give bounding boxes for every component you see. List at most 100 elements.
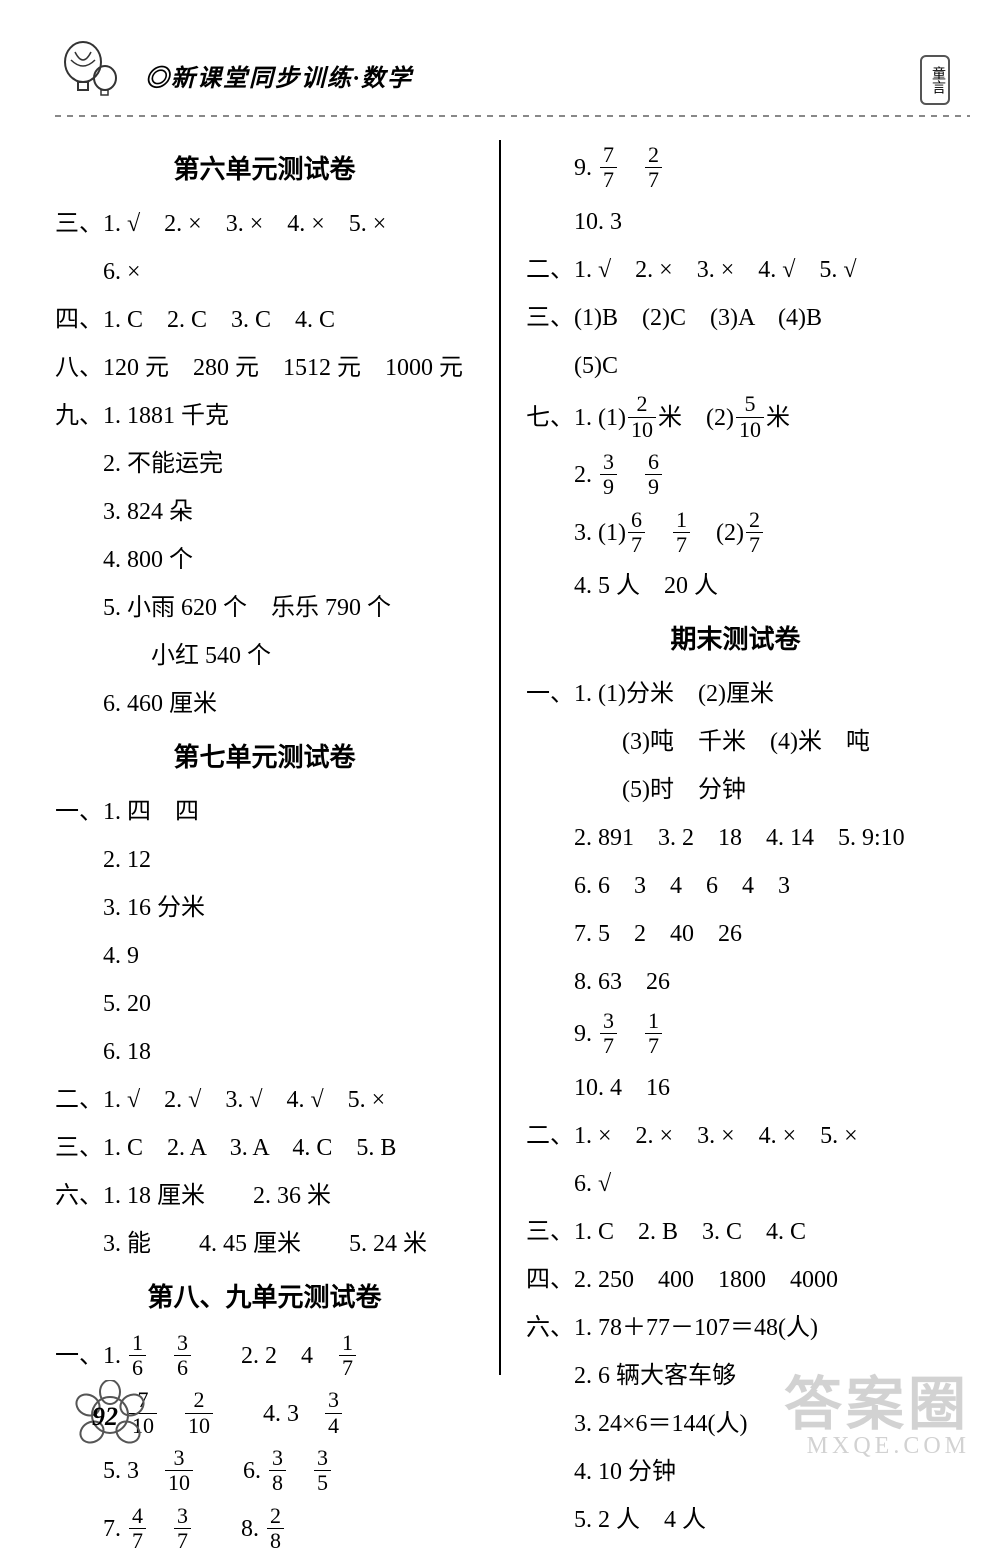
text-line: 三、(1)B (2)C (3)A (4)B	[526, 294, 945, 342]
t: 5. 3	[103, 1458, 163, 1484]
page-header: ◎新课堂同步训练·数学 童言	[55, 50, 970, 120]
t: 米 (2)	[658, 405, 734, 431]
t	[148, 1516, 172, 1542]
text-line: 6. √	[526, 1160, 945, 1208]
t	[148, 1343, 172, 1369]
fraction: 77	[600, 143, 617, 192]
text-line: 10. 3	[526, 198, 945, 246]
left-column: 第六单元测试卷 三、1. √ 2. × 3. × 4. × 5. × 6. × …	[55, 140, 494, 1375]
fraction: 36	[174, 1331, 191, 1380]
t: 6.	[195, 1458, 267, 1484]
fraction: 17	[673, 508, 690, 557]
t: 米	[766, 405, 790, 431]
text-line: 10. 4 16	[526, 1064, 945, 1112]
fraction: 510	[736, 392, 764, 441]
text-line: 八、120 元 280 元 1512 元 1000 元	[55, 344, 474, 392]
text-line: 一、1. 16 36 2. 2 4 17	[55, 1328, 474, 1386]
text-line: 5. 3 310 6. 38 35	[55, 1443, 474, 1501]
text-line: 5. 2 人 4 人	[526, 1496, 945, 1544]
watermark-sub: MXQE.COM	[784, 1433, 970, 1460]
text-line: 6. 460 厘米	[55, 680, 474, 728]
text-line: 七、1. (1)210米 (2)510米	[526, 390, 945, 448]
t: 4. 3	[215, 1401, 323, 1427]
text-line: 4. 9	[55, 932, 474, 980]
text-line: 三、1. C 2. B 3. C 4. C	[526, 1208, 945, 1256]
text-line: 8. 63 26	[526, 958, 945, 1006]
text-line: 二、1. × 2. × 3. × 4. × 5. ×	[526, 1112, 945, 1160]
text-line: 3. 能 4. 45 厘米 5. 24 米	[55, 1220, 474, 1268]
text-line: 四、1. C 2. C 3. C 4. C	[55, 296, 474, 344]
section-89-title: 第八、九单元测试卷	[55, 1272, 474, 1324]
section-6-title: 第六单元测试卷	[55, 144, 474, 196]
fraction: 17	[339, 1331, 356, 1380]
fraction: 47	[129, 1504, 146, 1553]
text-line: 3. 16 分米	[55, 884, 474, 932]
fraction: 39	[600, 450, 617, 499]
t: 七、1. (1)	[526, 405, 626, 431]
t: 2.	[574, 462, 598, 488]
text-line: 一、1. (1)分米 (2)厘米	[526, 670, 945, 718]
text-line: 2. 891 3. 2 18 4. 14 5. 9:10	[526, 814, 945, 862]
text-line: 四、2. 250 400 1800 4000	[526, 1256, 945, 1304]
fraction: 67	[628, 508, 645, 557]
fraction: 34	[325, 1388, 342, 1437]
header-divider	[55, 112, 970, 120]
text-line: 三、1. √ 2. × 3. × 4. × 5. ×	[55, 200, 474, 248]
text-line: 2. 39 69	[526, 447, 945, 505]
text-line: 6. 18	[55, 1028, 474, 1076]
text-line: (5)时 分钟	[526, 766, 945, 814]
text-line: (3)吨 千米 (4)米 吨	[526, 718, 945, 766]
content-area: 第六单元测试卷 三、1. √ 2. × 3. × 4. × 5. × 6. × …	[55, 140, 945, 1375]
t: 7.	[103, 1516, 127, 1542]
t: 2. 2 4	[193, 1343, 337, 1369]
t	[619, 155, 643, 181]
t	[159, 1401, 183, 1427]
text-line: 2. 12	[55, 836, 474, 884]
fraction: 38	[269, 1446, 286, 1495]
text-line: 9. 37 17	[526, 1006, 945, 1064]
text-line: 9. 77 27	[526, 140, 945, 198]
fraction: 27	[746, 508, 763, 557]
t: 9.	[574, 1021, 598, 1047]
text-line: 7. 47 37 8. 28	[55, 1501, 474, 1558]
text-line: 三、1. C 2. A 3. A 4. C 5. B	[55, 1124, 474, 1172]
text-line: 4. 5 人 20 人	[526, 562, 945, 610]
text-line: (5)C	[526, 342, 945, 390]
t: 9.	[574, 155, 598, 181]
text-line: 六、1. 78＋77－107＝48(人)	[526, 1304, 945, 1352]
section-7-title: 第七单元测试卷	[55, 732, 474, 784]
text-line: 4. 800 个	[55, 536, 474, 584]
page-number: 92	[92, 1402, 118, 1432]
text-line: 3. (1)67 17 (2)27	[526, 505, 945, 563]
final-exam-title: 期末测试卷	[526, 614, 945, 666]
book-title: ◎新课堂同步训练·数学	[145, 58, 413, 93]
text-line: 二、1. √ 2. √ 3. √ 4. √ 5. ×	[55, 1076, 474, 1124]
fraction: 210	[185, 1388, 213, 1437]
t	[619, 462, 643, 488]
t	[619, 1021, 643, 1047]
balloon-icon	[55, 40, 125, 120]
fraction: 28	[267, 1504, 284, 1553]
t	[288, 1458, 312, 1484]
fraction: 210	[628, 392, 656, 441]
fraction: 69	[645, 450, 662, 499]
text-line: 六、1. 18 厘米 2. 36 米	[55, 1172, 474, 1220]
fraction: 35	[314, 1446, 331, 1495]
text-line: 5. 小雨 620 个 乐乐 790 个	[55, 584, 474, 632]
t: (2)	[692, 520, 744, 546]
text-line: 一、1. 四 四	[55, 788, 474, 836]
text-line: 6. 6 3 4 6 4 3	[526, 862, 945, 910]
fraction: 17	[645, 1009, 662, 1058]
t: 3. (1)	[574, 520, 626, 546]
header-seal: 童言	[920, 55, 950, 105]
column-divider	[499, 140, 501, 1375]
watermark-main: 答案圈	[784, 1357, 970, 1441]
t: 8.	[193, 1516, 265, 1542]
page-number-badge: 92	[70, 1380, 150, 1450]
text-line: 二、1. √ 2. × 3. × 4. √ 5. √	[526, 246, 945, 294]
fraction: 27	[645, 143, 662, 192]
fraction: 37	[600, 1009, 617, 1058]
t	[647, 520, 671, 546]
t: 一、1.	[55, 1343, 127, 1369]
fraction: 310	[165, 1446, 193, 1495]
